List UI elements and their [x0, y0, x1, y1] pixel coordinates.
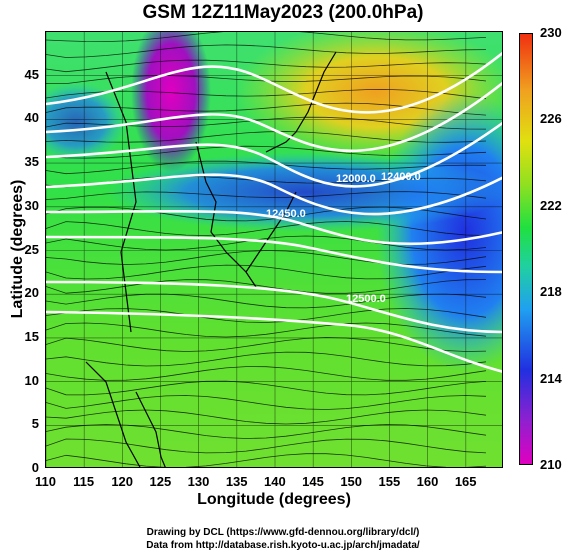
streamline — [46, 366, 487, 381]
x-tick-label: 135 — [225, 474, 248, 489]
streamline — [46, 409, 487, 425]
x-tick-label: 140 — [264, 474, 286, 489]
x-tick-label: 145 — [302, 474, 324, 489]
streamline — [46, 264, 487, 280]
contour-label: 12400.0 — [381, 171, 421, 183]
y-tick-label: 20 — [24, 285, 39, 301]
x-tick-label: 130 — [187, 474, 210, 489]
lat-lon-grid — [46, 32, 502, 467]
x-tick-label: 150 — [340, 474, 363, 489]
coastlines — [85, 51, 337, 467]
y-tick-label: 30 — [24, 197, 39, 213]
contour-label: 12000.0 — [336, 173, 376, 185]
x-tick-label: 165 — [454, 474, 477, 489]
streamline — [46, 293, 487, 309]
streamline — [46, 380, 487, 396]
streamline — [46, 453, 487, 467]
colorbar-tick-label: 226 — [540, 111, 562, 127]
streamline — [46, 337, 487, 352]
streamline — [46, 322, 487, 338]
streamline — [46, 59, 487, 73]
x-tick-label: 120 — [111, 474, 134, 489]
contour-label: 12500.0 — [346, 293, 386, 305]
streamline — [46, 424, 487, 439]
wind-streamlines — [46, 32, 487, 467]
streamline — [46, 438, 487, 454]
y-tick-label: 5 — [31, 416, 39, 432]
map-plot-area: 12000.0 12400.0 12450.0 12500.0 — [45, 31, 503, 468]
streamline — [46, 191, 487, 200]
streamline — [46, 279, 487, 294]
credit-drawing: Drawing by DCL (https://www.gfd-dennou.o… — [146, 527, 420, 538]
colorbar — [519, 33, 533, 465]
colorbar-tick-label: 230 — [540, 25, 562, 40]
x-tick-label: 115 — [73, 474, 95, 489]
credit-data: Data from http://database.rish.kyoto-u.a… — [146, 540, 420, 551]
colorbar-tick-label: 218 — [540, 284, 562, 300]
streamline — [46, 32, 487, 43]
streamline — [46, 145, 487, 159]
x-tick-label: 110 — [35, 474, 56, 489]
colorbar-tick-label: 222 — [540, 197, 562, 213]
chart-title: GSM 12Z11May2023 (200.0hPa) — [142, 2, 424, 23]
x-tick-label: 155 — [378, 474, 401, 489]
y-tick-label: 25 — [24, 241, 39, 257]
y-tick-label: 15 — [24, 328, 39, 344]
colorbar-tick-label: 214 — [540, 370, 562, 386]
y-tick-label: 35 — [24, 154, 39, 170]
streamline — [46, 351, 487, 367]
streamline — [46, 395, 487, 410]
streamline — [46, 44, 487, 58]
streamline — [46, 160, 487, 175]
streamline — [46, 308, 487, 323]
x-tick-label: 160 — [416, 474, 439, 489]
height-contours — [46, 51, 502, 373]
cold-core-magenta — [131, 32, 211, 172]
x-tick-label: 125 — [149, 474, 172, 489]
y-tick-label: 40 — [24, 110, 39, 126]
streamline — [46, 131, 487, 143]
streamline — [46, 102, 487, 116]
streamline — [46, 250, 487, 265]
x-axis-label: Longitude (degrees) — [197, 491, 351, 508]
y-tick-label: 10 — [24, 372, 39, 388]
colorbar-tick-label: 210 — [540, 457, 562, 472]
streamline — [46, 235, 487, 251]
streamline — [46, 221, 487, 236]
y-tick-label: 0 — [31, 460, 39, 475]
y-tick-label: 45 — [24, 66, 39, 82]
streamline — [46, 88, 487, 100]
streamline — [46, 175, 487, 188]
contour-label: 12450.0 — [266, 208, 306, 220]
